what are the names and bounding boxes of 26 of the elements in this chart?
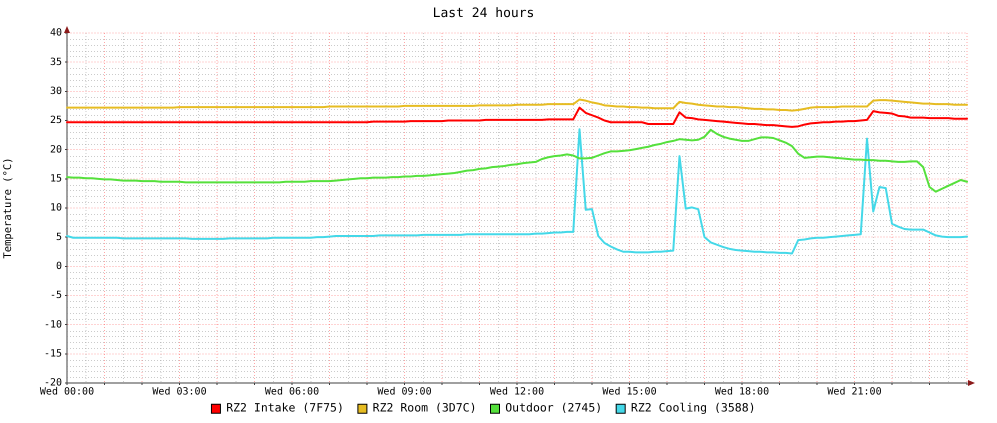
y-tick-label: 35 [50,56,62,68]
x-tick-label: Wed 12:00 [490,386,544,398]
y-axis-title: Temperature (°C) [2,157,14,259]
x-tick-label: Wed 15:00 [602,386,657,398]
x-tick-label: Wed 09:00 [377,386,432,398]
y-tick-label: -5 [50,290,62,302]
y-tick-label: 25 [50,115,62,126]
x-tick-label: Wed 06:00 [264,386,320,398]
legend-label: RZ2 Room (3D7C) [372,400,477,415]
x-tick-label: Wed 21:00 [827,386,882,398]
x-tick-label: Wed 03:00 [152,386,207,398]
y-tick-label: -10 [44,319,62,330]
y-tick-label: 15 [50,173,62,184]
x-tick-label: Wed 00:00 [40,386,94,398]
y-tick-label: 10 [50,202,62,214]
y-tick-label: 0 [56,260,62,272]
y-tick-label: 40 [50,28,62,39]
y-tick-label: 5 [56,232,62,243]
legend-label: Outdoor (2745) [505,400,602,415]
legend-label: RZ2 Intake (7F75) [226,400,344,415]
legend-label: RZ2 Cooling (3588) [630,400,756,415]
y-tick-label: 30 [50,86,62,97]
chart-title: Last 24 hours [432,6,534,22]
y-tick-label: 20 [50,144,62,156]
x-tick-label: Wed 18:00 [714,386,770,398]
y-tick-label: -15 [44,348,62,360]
